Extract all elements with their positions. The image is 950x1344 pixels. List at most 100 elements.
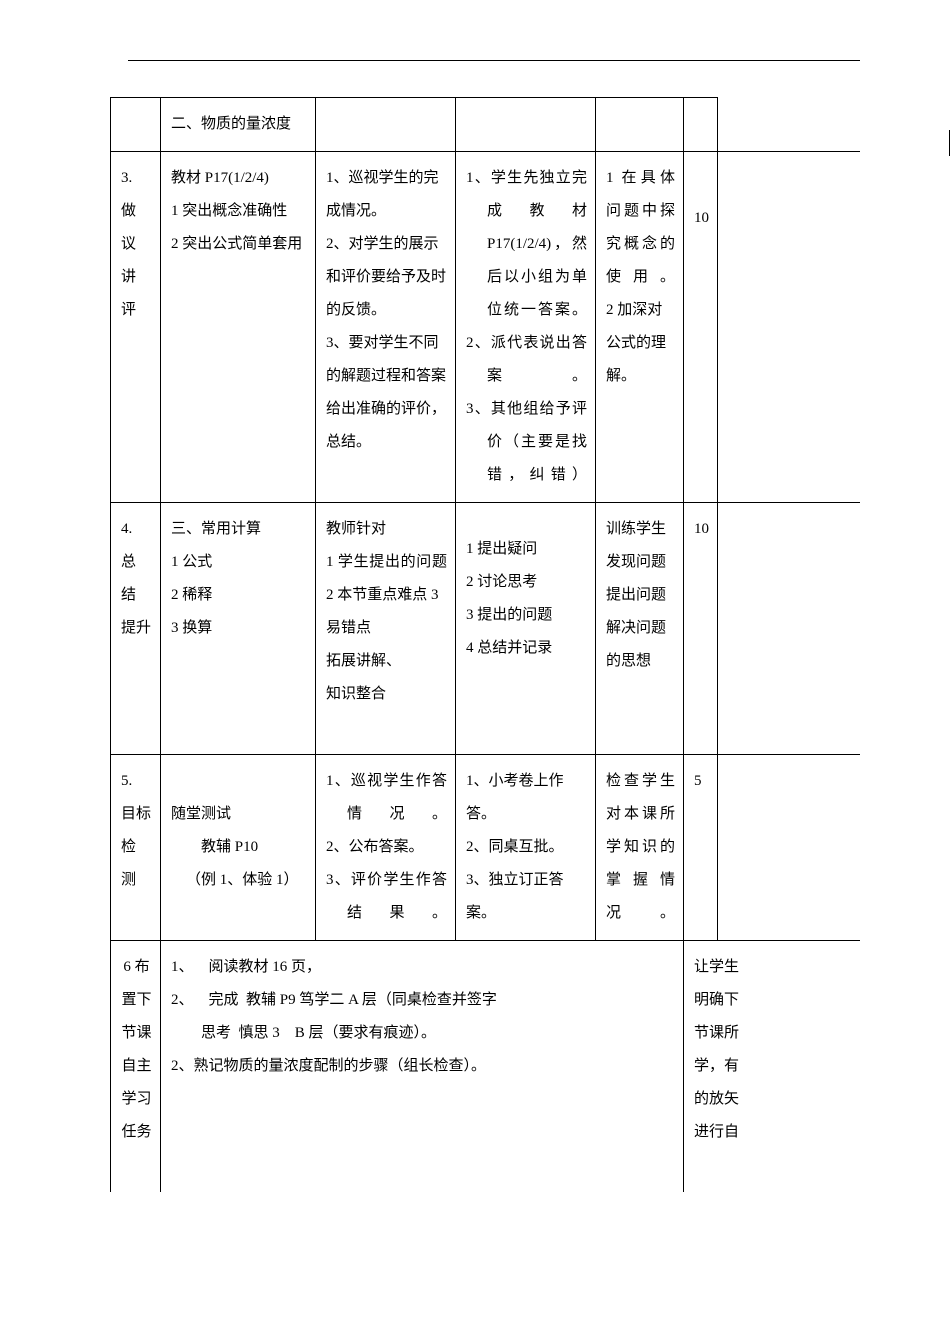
cell: 二、物质的量浓度 (161, 98, 316, 152)
text: 议 (121, 228, 152, 261)
text: 做 (121, 195, 152, 228)
text: 的思想 (606, 645, 675, 678)
text: 三、常用计算 (171, 513, 307, 546)
cell-stage: 5. 目标 检 测 (111, 755, 161, 941)
top-rule (128, 60, 860, 61)
text: 2 加深对公式的理解。 (606, 294, 675, 393)
cell-stage: 6 布 置下 节课 自主 学习 任务 (111, 941, 161, 1193)
text: 3 换算 (171, 612, 307, 645)
text: 2 突出公式简单套用 (171, 228, 307, 261)
text: 明确下 (694, 984, 852, 1017)
text: 总 (121, 546, 152, 579)
text: 节课 (121, 1017, 152, 1050)
text: 10 (694, 521, 709, 537)
text: 随堂测试 (171, 798, 307, 831)
text: 提升 (121, 612, 152, 645)
text: 2、 完成 教辅 P9 笃学二 A 层（同桌检查并签字 (171, 984, 675, 1017)
cell-stage: 4. 总 结 提升 (111, 503, 161, 755)
cell: 让学生 明确下 节课所 学，有 的放矢 进行自 (684, 941, 861, 1193)
cell: 教师针对 1 学生提出的问题 2 本节重点难点 3 易错点 拓展讲解、 知识整合 (316, 503, 456, 755)
text: 3、独立订正答案。 (466, 864, 587, 930)
cell (718, 503, 861, 755)
text: 5. (121, 765, 152, 798)
text: 2、对学生的展示和评价要给予及时的反馈。 (326, 228, 447, 327)
cell: 1、小考卷上作答。 2、同桌互批。 3、独立订正答案。 (456, 755, 596, 941)
text: 评 (121, 294, 152, 327)
cell-time: 5 (684, 755, 718, 941)
text: （例 1、体验 1） (171, 864, 307, 897)
cell: 1、巡视学生作答情况。 2、公布答案。 3、评价学生作答结果。 (316, 755, 456, 941)
text: 教师针对 (326, 513, 447, 546)
table-row: 6 布 置下 节课 自主 学习 任务 1、 阅读教材 16 页， 2、 完成 教… (111, 941, 861, 1193)
table-row: 5. 目标 检 测 随堂测试 教辅 P10 （例 1、体验 1） 1、巡视学生作… (111, 755, 861, 941)
cell (596, 98, 684, 152)
text: 学，有 (694, 1050, 852, 1083)
cell (456, 98, 596, 152)
text: 知识整合 (326, 678, 447, 711)
table-row: 3. 做 议 讲 评 教材 P17(1/2/4) 1 突出概念准确性 2 突出公… (111, 152, 861, 503)
text: 5 (694, 773, 702, 789)
text: 学习 (121, 1083, 152, 1116)
text: 3、评价学生作答结果。 (326, 864, 447, 930)
cell (316, 98, 456, 152)
text: 2 稀释 (171, 579, 307, 612)
text: 置下 (121, 984, 152, 1017)
cell (684, 98, 718, 152)
text: 1、巡视学生的完成情况。 (326, 162, 447, 228)
cell: 训练学生 发现问题 提出问题 解决问题 的思想 (596, 503, 684, 755)
text: 1 学生提出的问题 (326, 546, 447, 579)
cell: 随堂测试 教辅 P10 （例 1、体验 1） (161, 755, 316, 941)
text: 任务 (121, 1116, 152, 1149)
text: 训练学生 (606, 513, 675, 546)
text: 1 公式 (171, 546, 307, 579)
cell-time: 10 (684, 152, 718, 503)
cell: 1 在具体问题中探究概念的使用。 2 加深对公式的理解。 (596, 152, 684, 503)
cell: 1 提出疑问 2 讨论思考 3 提出的问题 4 总结并记录 (456, 503, 596, 755)
text: 2、公布答案。 (326, 831, 447, 864)
text: 4. (121, 513, 152, 546)
text: 自主 (121, 1050, 152, 1083)
text: 进行自 (694, 1116, 852, 1149)
text: 2、同桌互批。 (466, 831, 587, 864)
text: 4 总结并记录 (466, 632, 587, 665)
text: 检查学生对本课所学知识的掌握情况。 (606, 765, 675, 930)
cell (718, 755, 861, 941)
text: 讲 (121, 261, 152, 294)
text: 3、要对学生不同的解题过程和答案给出准确的评价，总结。 (326, 327, 447, 459)
text: 的放矢 (694, 1083, 852, 1116)
text: 1 提出疑问 (466, 533, 587, 566)
text: 1、小考卷上作答。 (466, 765, 587, 831)
text: 10 (694, 210, 709, 226)
text: 结 (121, 579, 152, 612)
text: 教材 P17(1/2/4) (171, 162, 307, 195)
text: 1、 阅读教材 16 页， (171, 951, 675, 984)
table-row: 4. 总 结 提升 三、常用计算 1 公式 2 稀释 3 换算 教师针对 1 学… (111, 503, 861, 755)
cell: 1、学生先独立完成教材 P17(1/2/4)，然后以小组为单位统一答案。 2、派… (456, 152, 596, 503)
text: 3 提出的问题 (466, 599, 587, 632)
text: 3. (121, 162, 152, 195)
text: 拓展讲解、 (326, 645, 447, 678)
text: 1、巡视学生作答情况。 (326, 765, 447, 831)
text: 目标 (121, 798, 152, 831)
cell-homework: 1、 阅读教材 16 页， 2、 完成 教辅 P9 笃学二 A 层（同桌检查并签… (161, 941, 684, 1193)
text: 1 在具体问题中探究概念的使用。 (606, 162, 675, 294)
table-row: 二、物质的量浓度 (111, 98, 861, 152)
cell: 三、常用计算 1 公式 2 稀释 3 换算 (161, 503, 316, 755)
text: 1、学生先独立完成教材 P17(1/2/4)，然后以小组为单位统一答案。 (466, 162, 587, 327)
lesson-plan-table: 二、物质的量浓度 3. 做 议 讲 评 教材 P17(1/2/4) 1 突出概念… (110, 97, 860, 1192)
text: 提出问题 (606, 579, 675, 612)
cell: 检查学生对本课所学知识的掌握情况。 (596, 755, 684, 941)
text: 思考 慎思 3 B 层（要求有痕迹）。 (171, 1017, 675, 1050)
text: 6 布 (121, 951, 152, 984)
text: 2 本节重点难点 3 易错点 (326, 579, 447, 645)
text: 测 (121, 864, 152, 897)
cell-time: 10 (684, 503, 718, 755)
cell: 教材 P17(1/2/4) 1 突出概念准确性 2 突出公式简单套用 (161, 152, 316, 503)
text: 3、其他组给予评价（主要是找错，纠错） (466, 393, 587, 492)
cell (718, 98, 861, 152)
text: 2、派代表说出答案。 (466, 327, 587, 393)
text: 1 突出概念准确性 (171, 195, 307, 228)
page: 二、物质的量浓度 3. 做 议 讲 评 教材 P17(1/2/4) 1 突出概念… (0, 0, 950, 1344)
text: 2 讨论思考 (466, 566, 587, 599)
cell: 1、巡视学生的完成情况。 2、对学生的展示和评价要给予及时的反馈。 3、要对学生… (316, 152, 456, 503)
